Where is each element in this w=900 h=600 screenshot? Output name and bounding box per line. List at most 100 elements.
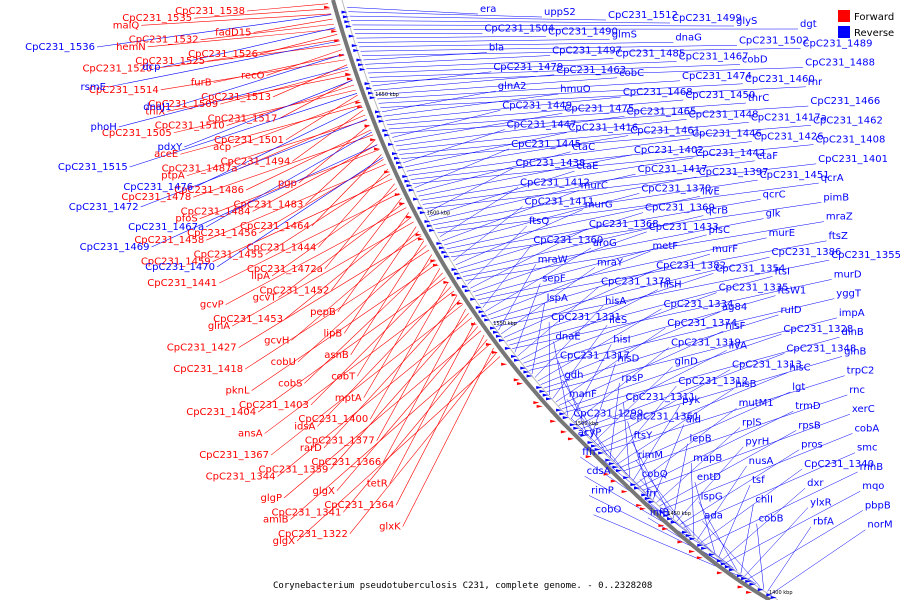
- right-gene-label: CpC231_1488: [805, 58, 875, 69]
- right-gene-label: cdsA: [587, 466, 611, 477]
- reverse-gene-arrow: [766, 593, 773, 597]
- right-gene-label: pbpB: [865, 500, 891, 511]
- right-connector-line: [363, 52, 487, 61]
- right-gene-label: rnr: [808, 77, 823, 88]
- reverse-connector-line: [96, 14, 332, 48]
- forward-connector-line: [200, 23, 335, 40]
- genome-axis-arc: [331, 0, 771, 600]
- forward-gene-label: CpC231_1444: [246, 242, 316, 253]
- forward-connector-line: [259, 34, 338, 55]
- right-connector-line: [349, 15, 607, 21]
- forward-connector-line: [251, 263, 438, 391]
- forward-gene-label: gcvP: [200, 300, 224, 311]
- right-gene-label: ffh: [582, 447, 595, 458]
- forward-connector-line: [225, 207, 407, 305]
- right-connector-line: [367, 61, 677, 74]
- right-connector-line: [632, 405, 681, 481]
- forward-connector-line: [283, 330, 482, 499]
- reverse-connector-line: [140, 118, 367, 208]
- right-connector-line: [482, 244, 532, 308]
- forward-connector-line: [244, 249, 430, 370]
- reverse-gene-arrow: [484, 318, 491, 322]
- axis-tick-label: 1550 kbp: [493, 321, 517, 327]
- forward-gene-label: recO: [241, 70, 265, 81]
- forward-gene-label: CpC231_1455: [194, 250, 264, 261]
- right-connector-line: [659, 430, 797, 507]
- reverse-gene-arrow: [417, 206, 424, 210]
- right-connector-line: [553, 341, 569, 416]
- forward-connector-line: [194, 8, 330, 19]
- forward-connector-line: [193, 134, 374, 198]
- reverse-gene-arrow: [573, 426, 580, 430]
- reverse-gene-arrow: [406, 184, 413, 188]
- right-connector-line: [619, 391, 791, 468]
- reverse-gene-label: dcp: [142, 62, 160, 73]
- forward-gene-arrow: [430, 259, 437, 263]
- right-connector-line: [462, 218, 764, 277]
- right-gene-label: CpC231_1417: [638, 164, 708, 175]
- right-gene-label: infB: [650, 508, 670, 519]
- forward-connector-line: [304, 258, 435, 384]
- right-gene-label: CpC231_1449: [502, 100, 572, 111]
- reverse-gene-arrow: [398, 165, 405, 169]
- right-connector-line: [531, 302, 545, 375]
- right-gene-label: dnaG: [675, 32, 702, 43]
- map-title: Corynebacterium pseudotuberculosis C231,…: [273, 581, 652, 591]
- right-connector-line: [593, 366, 673, 443]
- forward-connector-line: [369, 281, 449, 420]
- reverse-connector-line: [107, 40, 340, 88]
- right-connector-line: [406, 135, 629, 172]
- right-gene-label: CpC231_1369: [645, 203, 715, 214]
- reverse-gene-arrow: [569, 423, 576, 427]
- forward-gene-label: CpC231_1513: [201, 92, 271, 103]
- reverse-gene-label: CpC231_1515: [58, 162, 128, 173]
- reverse-gene-arrow: [666, 517, 673, 521]
- forward-gene-label: hemN: [116, 42, 146, 53]
- right-gene-label: dgt: [800, 19, 817, 30]
- right-gene-label: hisC: [789, 363, 810, 374]
- right-gene-label: era: [480, 4, 496, 15]
- right-gene-label: ispG: [701, 491, 723, 502]
- right-gene-label: trpC2: [847, 366, 875, 377]
- reverse-gene-arrow: [443, 255, 450, 259]
- right-connector-line: [412, 144, 814, 184]
- right-gene-label: CpC231_1374: [667, 318, 737, 329]
- reverse-gene-arrow: [591, 444, 598, 448]
- forward-gene-arrow: [536, 404, 543, 408]
- forward-gene-label: amiB: [263, 515, 289, 526]
- forward-connector-line: [167, 74, 351, 112]
- reverse-gene-arrow: [429, 228, 436, 232]
- right-connector-line: [395, 116, 625, 147]
- forward-connector-line: [376, 295, 458, 441]
- right-connector-line: [740, 504, 754, 574]
- right-gene-label: ctaC: [573, 142, 596, 153]
- right-connector-line: [725, 491, 861, 563]
- forward-gene-label: CpC231_1377: [305, 436, 375, 447]
- reverse-gene-arrow: [633, 486, 640, 490]
- axis-tick-label: 1400 kbp: [769, 590, 793, 596]
- forward-connector-line: [252, 144, 378, 212]
- right-connector-line: [426, 167, 514, 213]
- forward-gene-label: CpC231_1400: [298, 414, 368, 425]
- right-gene-label: mqo: [862, 481, 884, 492]
- forward-connector-line: [239, 114, 366, 169]
- forward-connector-line: [324, 183, 395, 270]
- forward-connector-line: [296, 356, 501, 542]
- forward-gene-arrow: [406, 215, 413, 219]
- right-connector-line: [453, 206, 523, 262]
- reverse-gene-arrow: [366, 86, 373, 90]
- forward-connector-line: [199, 149, 380, 219]
- right-connector-line: [424, 163, 817, 209]
- right-gene-label: CpC231_1497: [552, 46, 622, 57]
- forward-gene-arrow: [491, 350, 498, 354]
- right-connector-line: [639, 410, 794, 488]
- forward-gene-label: CpC231_1514: [89, 85, 159, 96]
- reverse-gene-arrow: [382, 129, 389, 133]
- right-gene-label: CpC231_1311: [625, 392, 695, 403]
- reverse-gene-arrow: [436, 242, 443, 246]
- right-gene-label: CpC231_1331: [551, 312, 621, 323]
- right-gene-label: hisH: [660, 280, 682, 291]
- reverse-gene-arrow: [523, 370, 530, 374]
- forward-gene-arrow: [639, 507, 646, 511]
- right-gene-label: ald: [686, 414, 701, 425]
